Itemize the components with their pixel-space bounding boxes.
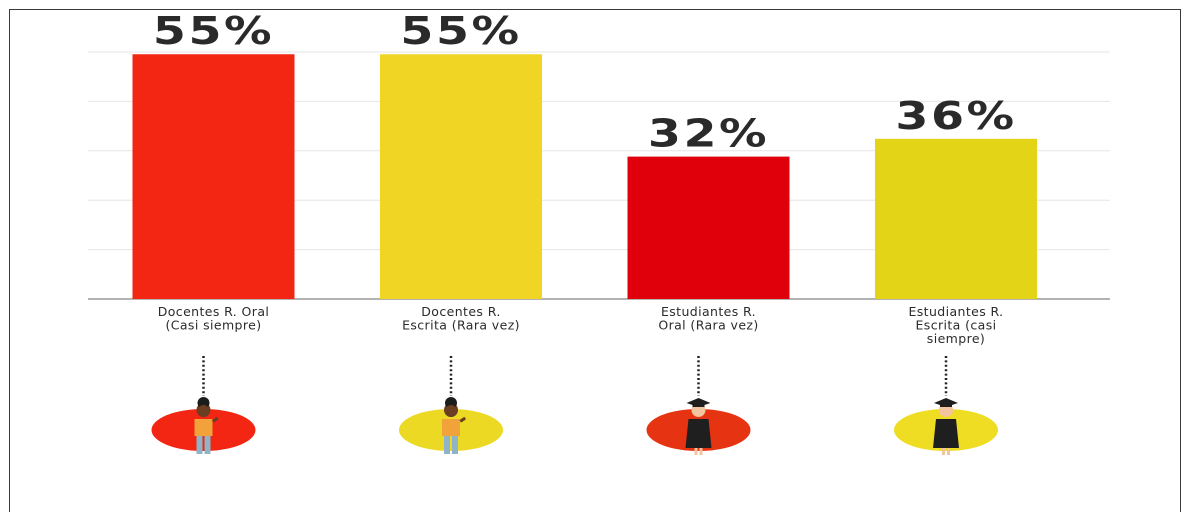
figure-face: [197, 405, 210, 417]
graduate-student-icon: [646, 398, 751, 455]
value-label-3: 32%: [648, 112, 769, 156]
figure-face: [445, 405, 457, 417]
value-label-1: 55%: [153, 10, 274, 54]
bar-1: [132, 54, 295, 299]
bar-2: [380, 54, 542, 299]
category-label-3-line-2: Oral (Rara vez): [658, 318, 758, 333]
category-label-1-line-2: (Casi siempre): [165, 318, 261, 333]
figure-gown: [933, 419, 959, 448]
bar-3: [627, 156, 790, 299]
category-label-2-line-2: Escrita (Rara vez): [402, 318, 520, 333]
figure-leg: [694, 448, 698, 455]
figure-arm: [211, 416, 219, 423]
figure-shirt: [194, 419, 213, 436]
category-label-4-line-3: siempre): [927, 331, 985, 346]
figure-leg: [452, 436, 458, 454]
bar-4: [875, 138, 1037, 299]
cap-band: [692, 404, 705, 407]
figure-leg: [444, 436, 450, 454]
category-label-2-line-1: Docentes R.: [421, 304, 500, 319]
figure-leg: [196, 436, 203, 454]
value-label-2: 55%: [400, 10, 521, 54]
figure-leg: [942, 448, 945, 455]
figure-leg: [699, 448, 703, 455]
graduate-student-icon: [894, 398, 998, 455]
category-label-4-line-1: Estudiantes R.: [908, 304, 1003, 319]
teacher-woman-icon: [399, 397, 503, 454]
chart-frame: [9, 9, 1181, 512]
category-label-1-line-1: Docentes R. Oral: [158, 304, 270, 319]
category-label-3-line-1: Estudiantes R.: [661, 304, 756, 319]
category-label-4-line-2: Escrita (casi: [915, 318, 996, 333]
figure-leg: [947, 448, 950, 455]
figure-arm: [459, 416, 467, 423]
cap-band: [940, 404, 952, 407]
figure-shirt: [442, 419, 460, 436]
value-label-4: 36%: [895, 94, 1016, 138]
figure-leg: [204, 436, 211, 454]
teacher-woman-icon: [151, 397, 256, 454]
figure-gown: [685, 419, 712, 448]
